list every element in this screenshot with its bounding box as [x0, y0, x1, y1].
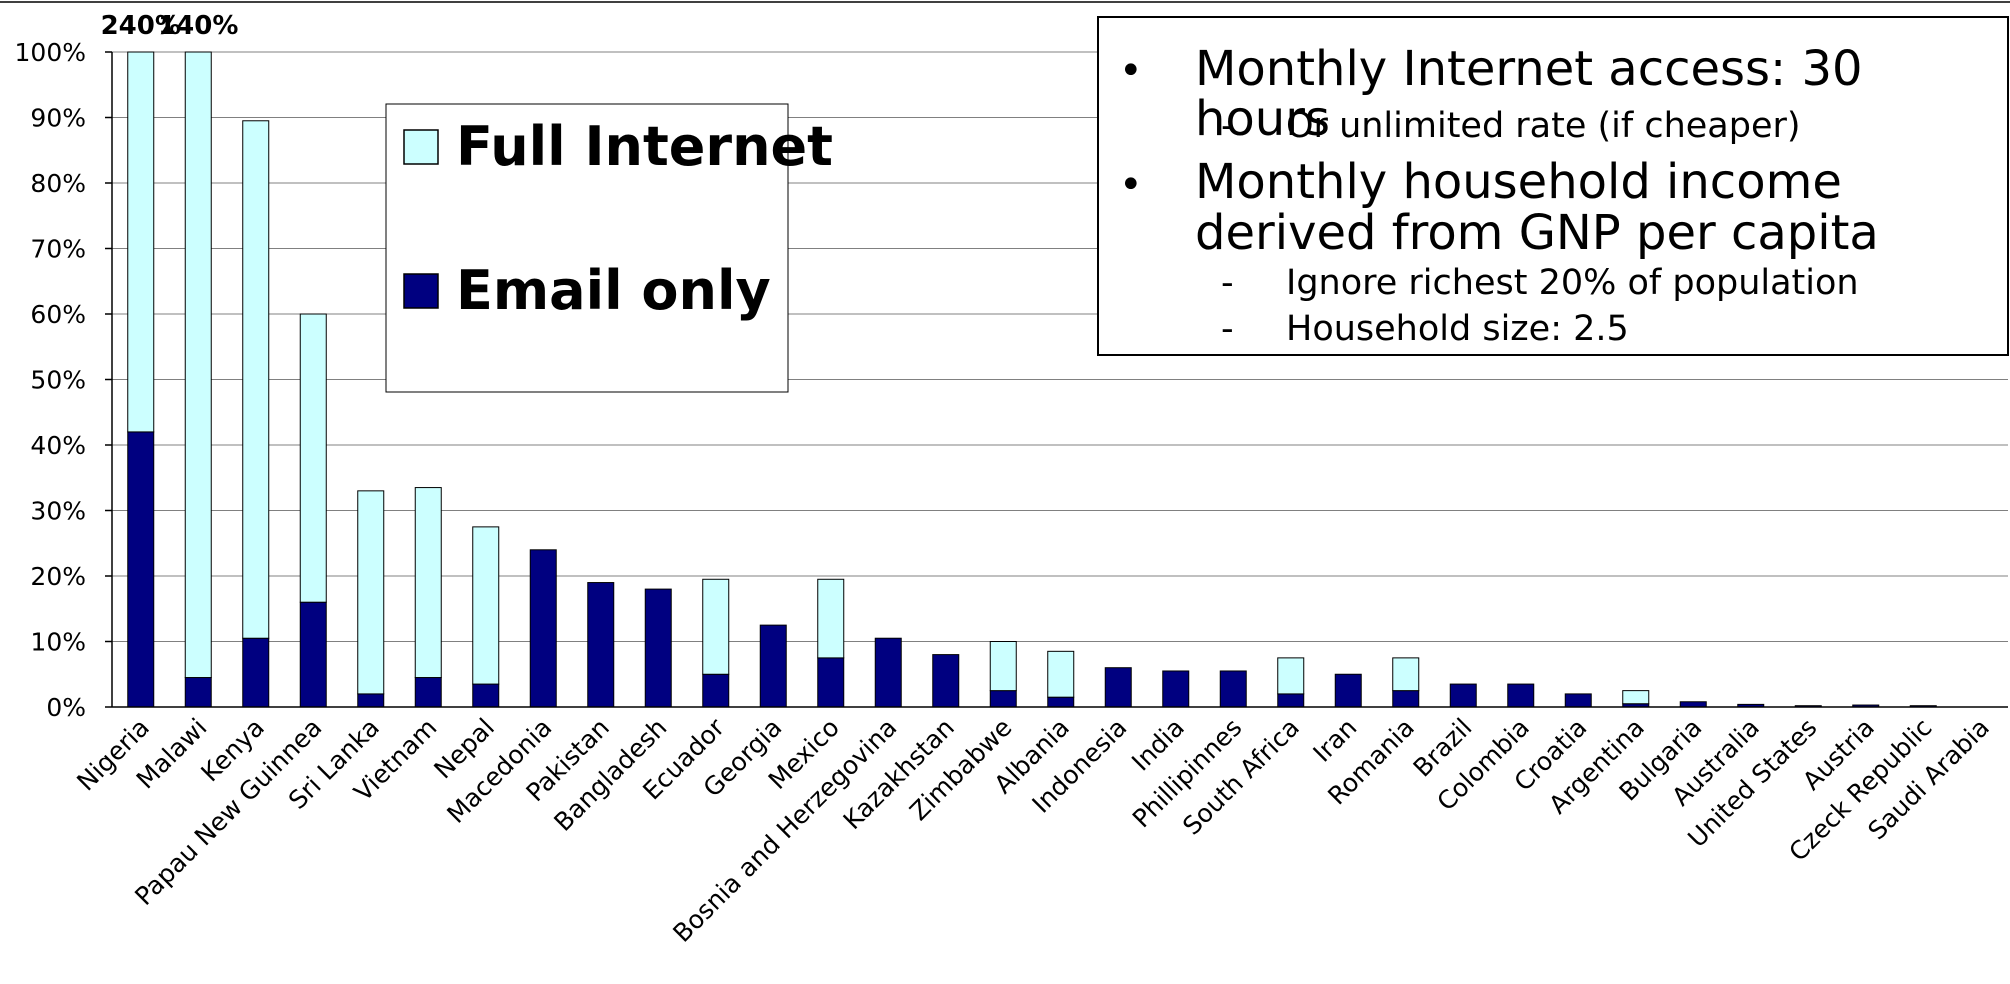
bar-full-internet-mexico	[817, 578, 845, 659]
bar-email-only-bosnia-and-herzegovina	[874, 637, 902, 708]
bar-full-internet-argentina	[1622, 690, 1650, 705]
bar-email-only-mexico	[817, 657, 845, 708]
y-tick-label: 60%	[30, 300, 86, 329]
bar-email-only-kenya	[242, 637, 270, 708]
annotation-dash-3: -	[1221, 309, 1234, 349]
annotation-dash-1: -	[1221, 106, 1234, 146]
annotation-line-2: Monthly household income	[1195, 154, 1842, 210]
bar-email-only-macedonia	[529, 549, 557, 708]
bar-email-only-pakistan	[587, 582, 615, 708]
bar-email-only-zimbabwe	[989, 690, 1017, 708]
y-tick-label: 20%	[30, 562, 86, 591]
legend-swatch-full-internet	[403, 129, 439, 165]
bar-full-internet-nigeria	[127, 51, 155, 433]
bar-email-only-brazil	[1449, 683, 1477, 708]
legend-box	[385, 103, 789, 393]
annotation-line-3: derived from GNP per capita	[1195, 205, 1879, 261]
y-tick-label: 40%	[30, 431, 86, 460]
bar-email-only-sri-lanka	[357, 693, 385, 708]
bar-full-internet-ecuador	[702, 578, 730, 675]
y-tick-label: 30%	[30, 497, 86, 526]
bar-full-internet-nepal	[472, 526, 500, 685]
legend-label-email-only: Email only	[456, 259, 771, 322]
bar-email-only-ecuador	[702, 673, 730, 708]
bar-full-internet-south-africa	[1277, 657, 1305, 695]
y-tick-label: 80%	[30, 169, 86, 198]
annotation-line-1: Monthly Internet access: 30 hours	[1195, 41, 1863, 147]
y-tick-label: 0%	[46, 693, 86, 722]
bar-email-only-india	[1162, 670, 1190, 708]
bar-email-only-bulgaria	[1679, 701, 1707, 708]
bar-full-internet-zimbabwe	[989, 641, 1017, 692]
bar-email-only-nigeria	[127, 431, 155, 708]
bar-email-only-albania	[1047, 696, 1075, 708]
annotation-subline-2: Ignore richest 20% of population	[1286, 263, 1859, 303]
y-tick-label: 50%	[30, 366, 86, 395]
bar-email-only-papau-new-guinnea	[299, 601, 327, 708]
y-tick-label: 100%	[15, 38, 86, 67]
bar-email-only-malawi	[184, 677, 212, 708]
y-tick-label: 90%	[30, 104, 86, 133]
legend-swatch-email-only	[403, 273, 439, 309]
bar-full-internet-malawi	[184, 51, 212, 679]
bar-full-internet-papau-new-guinnea	[299, 313, 327, 603]
bar-email-only-nepal	[472, 683, 500, 708]
bar-email-only-vietnam	[414, 677, 442, 708]
bar-full-internet-vietnam	[414, 487, 442, 679]
bar-full-internet-albania	[1047, 650, 1075, 698]
annotation-box: • Monthly Internet access: 30 hours - Or…	[1097, 16, 2009, 356]
bar-email-only-georgia	[759, 624, 787, 708]
y-axis-ticks: 0% 10% 20% 30% 40% 50% 60% 70% 80% 90% 100%	[15, 38, 112, 722]
annotation-bullet-2: •	[1119, 162, 1143, 208]
bar-email-only-bangladesh	[644, 588, 672, 708]
bar-full-internet-sri-lanka	[357, 490, 385, 695]
bar-full-internet-romania	[1392, 657, 1420, 692]
bar-email-only-south-africa	[1277, 693, 1305, 708]
overflow-label-malawi: 140%	[158, 11, 238, 41]
bar-email-only-indonesia	[1104, 667, 1132, 708]
y-tick-label: 70%	[30, 235, 86, 264]
annotation-subline-3: Household size: 2.5	[1286, 309, 1629, 349]
bar-full-internet-kenya	[242, 120, 270, 639]
bar-email-only-romania	[1392, 690, 1420, 708]
annotation-bullet-1: •	[1119, 48, 1143, 94]
bar-email-only-phillipinnes	[1219, 670, 1247, 708]
bar-email-only-croatia	[1564, 693, 1592, 708]
y-tick-label: 10%	[30, 628, 86, 657]
legend: Full Internet Email only	[385, 103, 833, 393]
overflow-label-nigeria: 240%	[101, 11, 181, 41]
annotation-subline-1: Or unlimited rate (if cheaper)	[1286, 106, 1801, 146]
legend-label-full-internet: Full Internet	[456, 115, 833, 178]
annotation-dash-2: -	[1221, 263, 1234, 303]
overflow-labels: 240%140%	[101, 11, 239, 41]
bar-email-only-colombia	[1507, 683, 1535, 708]
bar-email-only-kazakhstan	[932, 654, 960, 708]
bar-email-only-iran	[1334, 673, 1362, 708]
